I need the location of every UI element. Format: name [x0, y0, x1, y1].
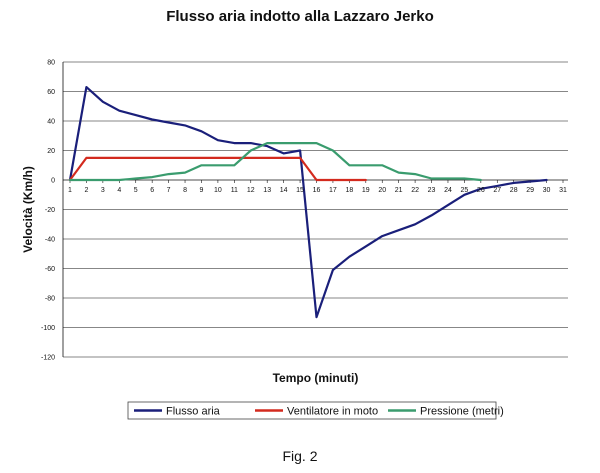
y-tick-label: -80: [45, 296, 55, 303]
x-tick-label: 26: [477, 187, 485, 194]
legend-label-2: Ventilatore in moto: [287, 406, 378, 418]
legend-label-1: Flusso aria: [166, 406, 221, 418]
x-tick-label: 27: [493, 187, 501, 194]
y-tick-label: 60: [47, 89, 55, 96]
figure-caption: Fig. 2: [282, 448, 318, 464]
x-axis-title: Tempo (minuti): [273, 371, 359, 385]
x-tick-label: 16: [313, 187, 321, 194]
legend: Flusso aria Ventilatore in moto Pressione …: [127, 401, 504, 420]
chart-title: Flusso aria indotto alla Lazzaro Jerko: [166, 8, 434, 25]
series-line-3: [68, 142, 482, 182]
x-tick-label: 9: [200, 187, 204, 194]
x-tick-label: 18: [345, 187, 353, 194]
x-tick-label: 4: [117, 187, 121, 194]
x-tick-label: 20: [378, 187, 386, 194]
y-tick-label: -60: [45, 266, 55, 273]
x-tick-label: 13: [263, 187, 271, 194]
x-tick-label: 31: [559, 187, 567, 194]
x-tick-label: 6: [150, 187, 154, 194]
x-tick-label: 1: [68, 187, 72, 194]
y-tick-label: 80: [47, 60, 55, 67]
x-tick-label: 12: [247, 187, 255, 194]
x-tick-label: 23: [428, 187, 436, 194]
y-tick-label: -20: [45, 207, 55, 214]
y-tick-label: -100: [41, 325, 55, 332]
x-tick-label: 19: [362, 187, 370, 194]
x-tick-label: 8: [183, 187, 187, 194]
grid-layer: [63, 61, 568, 358]
series-line-1: [68, 85, 548, 319]
y-axis-title: Velocità (Km/h): [21, 166, 35, 253]
x-tick-label: 14: [280, 187, 288, 194]
x-tick-label: 22: [411, 187, 419, 194]
x-tick-label: 17: [329, 187, 337, 194]
x-tick-label: 15: [296, 187, 304, 194]
x-tick-label: 11: [231, 187, 238, 194]
x-tick-label: 3: [101, 187, 105, 194]
x-tick-label: 7: [167, 187, 171, 194]
legend-box: [127, 401, 497, 420]
y-tick-label: 40: [47, 119, 55, 126]
x-tick-label: 5: [134, 187, 138, 194]
legend-label-3: Pressione (metri): [420, 406, 504, 418]
series-layer: [68, 85, 548, 319]
y-tick-label: -120: [41, 355, 55, 362]
y-tick-label: 20: [47, 148, 55, 155]
y-tick-label: 0: [51, 178, 55, 185]
x-tick-label: 2: [84, 187, 88, 194]
x-tick-label: 28: [510, 187, 518, 194]
series-line-2: [68, 156, 367, 182]
x-tick-label: 24: [444, 187, 452, 194]
x-tick-label: 25: [461, 187, 469, 194]
x-tick-label: 30: [543, 187, 551, 194]
x-tick-label: 29: [526, 187, 534, 194]
x-tick-label: 21: [395, 187, 403, 194]
y-tick-label: -40: [45, 237, 55, 244]
x-tick-label: 10: [214, 187, 222, 194]
